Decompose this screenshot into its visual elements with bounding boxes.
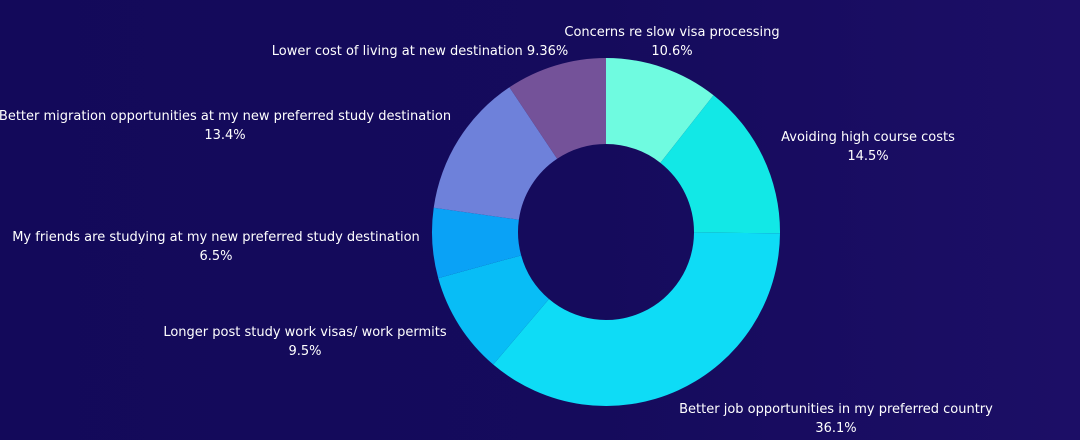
donut-slice-1 (606, 58, 714, 163)
slice-value-label-2: 14.5% (847, 149, 888, 164)
slice-value-label-4: 9.5% (288, 344, 321, 359)
slice-label-7: Lower cost of living at new destination … (272, 44, 568, 59)
donut-slice-4 (438, 255, 549, 365)
slice-value-label-5: 6.5% (199, 249, 232, 264)
slice-label-6: Better migration opportunities at my new… (0, 109, 451, 124)
slice-value-label-1: 10.6% (651, 44, 692, 59)
slice-value-label-6: 13.4% (204, 128, 245, 143)
donut-slice-6 (433, 87, 558, 220)
donut-slice-7 (509, 58, 606, 159)
donut-slice-5 (432, 207, 522, 279)
slice-label-4: Longer post study work visas/ work permi… (163, 325, 447, 340)
slice-label-1: Concerns re slow visa processing (564, 25, 779, 40)
slice-value-label-3: 36.1% (815, 421, 856, 436)
slice-label-5: My friends are studying at my new prefer… (12, 230, 420, 245)
slice-label-2: Avoiding high course costs (781, 130, 955, 145)
donut-slice-2 (660, 95, 781, 234)
donut-slice-3 (493, 232, 780, 406)
slice-label-3: Better job opportunities in my preferred… (679, 402, 993, 417)
